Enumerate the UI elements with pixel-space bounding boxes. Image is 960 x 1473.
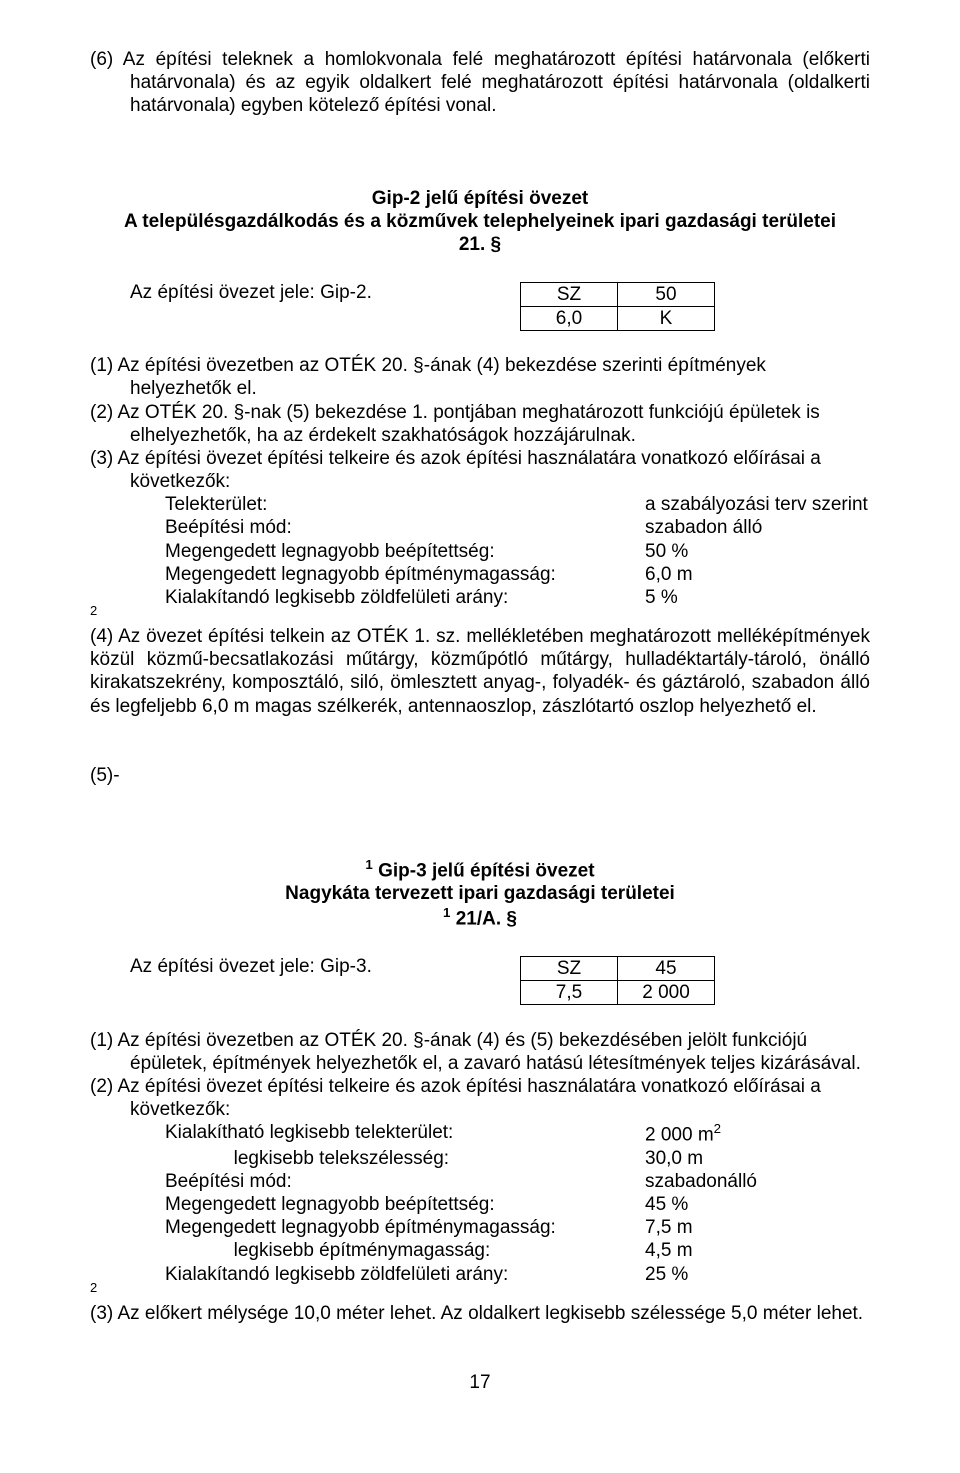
- kv-val: 6,0 m: [645, 563, 870, 586]
- kv-key: Megengedett legnagyobb építménymagasság:: [165, 563, 645, 586]
- kv-key: Telekterület:: [165, 493, 645, 516]
- gip3-cell-r1c2: 45: [618, 957, 715, 981]
- gip3-heading-line1: 1 Gip-3 jelű építési övezet: [90, 857, 870, 883]
- kv-row: Beépítési mód: szabadonálló: [165, 1170, 870, 1193]
- gip3-zone-label: Az építési övezet jele: Gip-3.: [130, 954, 510, 978]
- paragraph-6: (6) Az építési teleknek a homlokvonala f…: [90, 48, 870, 118]
- kv-row: Megengedett legnagyobb építménymagasság:…: [165, 1216, 870, 1239]
- kv-val: a szabályozási terv szerint: [645, 493, 870, 516]
- gip2-p1: (1) Az építési övezetben az OTÉK 20. §-á…: [90, 354, 870, 377]
- text: (2) Az OTÉK 20. §-nak (5) bekezdése 1.: [90, 402, 428, 423]
- table-row: 6,0 K: [521, 306, 715, 330]
- gip2-zone-label: Az építési övezet jele: Gip-2.: [130, 280, 510, 304]
- table-row: 7,5 2 000: [521, 981, 715, 1005]
- kv-val: szabadonálló: [645, 1170, 870, 1193]
- gip2-cell-r2c1: 6,0: [521, 306, 618, 330]
- kv-key: legkisebb építménymagasság:: [165, 1239, 645, 1262]
- text: Gip-3 jelű építési övezet: [373, 860, 595, 881]
- page-number: 17: [90, 1371, 870, 1394]
- text: 2 000 m: [645, 1125, 714, 1146]
- gip2-cell-r1c1: SZ: [521, 282, 618, 306]
- gip3-heading-line3: 1 21/A. §: [90, 905, 870, 931]
- gip3-p2-lead2: következők:: [90, 1098, 870, 1121]
- table-row: SZ 50: [521, 282, 715, 306]
- text: §-ának (4) bekezdése szerinti építmények: [408, 355, 766, 376]
- gip2-p2-cont: elhelyezhetők, ha az érdekelt szakhatósá…: [90, 424, 870, 447]
- gip3-p1: (1) Az építési övezetben az OTÉK 20. §-á…: [90, 1029, 870, 1052]
- kv-row: Kialakítható legkisebb telekterület: 2 0…: [165, 1121, 870, 1147]
- kv-row: Megengedett legnagyobb beépítettség: 45 …: [165, 1193, 870, 1216]
- kv-val: 30,0 m: [645, 1147, 870, 1170]
- gip3-kv-list: Kialakítható legkisebb telekterület: 2 0…: [90, 1121, 870, 1286]
- kv-val: 45 %: [645, 1193, 870, 1216]
- gip2-footnote-2: 2: [90, 603, 870, 619]
- gip3-footnote-2: 2: [90, 1280, 870, 1296]
- gip3-table: SZ 45 7,5 2 000: [520, 956, 715, 1005]
- kv-key: Megengedett legnagyobb építménymagasság:: [165, 1216, 645, 1239]
- kv-key: Megengedett legnagyobb beépítettség:: [165, 540, 645, 563]
- gip2-p4: (4) Az övezet építési telkein az OTÉK 1.…: [90, 625, 870, 718]
- gip3-cell-r1c1: SZ: [521, 957, 618, 981]
- kv-row: Beépítési mód: szabadon álló: [165, 516, 870, 539]
- gip2-p3-lead: (3) Az építési övezet építési telkeire é…: [90, 447, 870, 470]
- gip3-p3: (3) Az előkert mélysége 10,0 méter lehet…: [90, 1302, 870, 1325]
- kv-row: Megengedett legnagyobb építménymagasság:…: [165, 563, 870, 586]
- gip2-kv-list: Telekterület: a szabályozási terv szerin…: [90, 493, 870, 609]
- gip2-heading-line2: A településgazdálkodás és a közművek tel…: [90, 210, 870, 233]
- gip2-heading-line3: 21. §: [90, 233, 870, 256]
- document-page: (6) Az építési teleknek a homlokvonala f…: [0, 0, 960, 1450]
- gip2-p3-lead2: következők:: [90, 470, 870, 493]
- kv-row: legkisebb telekszélesség: 30,0 m: [165, 1147, 870, 1170]
- kv-row: Telekterület: a szabályozási terv szerin…: [165, 493, 870, 516]
- kv-val: szabadon álló: [645, 516, 870, 539]
- kv-val: 4,5 m: [645, 1239, 870, 1262]
- gip3-zone-row: Az építési övezet jele: Gip-3. SZ 45 7,5…: [90, 954, 870, 1005]
- gip2-p2: (2) Az OTÉK 20. §-nak (5) bekezdése 1. p…: [90, 401, 870, 424]
- kv-key: legkisebb telekszélesség:: [165, 1147, 645, 1170]
- gip2-p1-cont: helyezhetők el.: [90, 377, 870, 400]
- gip3-cell-r2c2: 2 000: [618, 981, 715, 1005]
- gip3-p1-cont: épületek, építmények helyezhetők el, a z…: [90, 1052, 870, 1075]
- gip2-table: SZ 50 6,0 K: [520, 282, 715, 331]
- kv-key: Beépítési mód:: [165, 1170, 645, 1193]
- gip3-heading-fn1: 1: [365, 857, 372, 872]
- kv-val: 50 %: [645, 540, 870, 563]
- gip2-cell-r2c2: K: [618, 306, 715, 330]
- text: pontjában meghatározott funkciójú épület…: [428, 402, 820, 423]
- text: 21/A. §: [450, 909, 517, 930]
- superscript-2: 2: [714, 1121, 721, 1136]
- gip3-p2-lead: (2) Az építési övezet építési telkeire é…: [90, 1075, 870, 1098]
- kv-key: Kialakítható legkisebb telekterület:: [165, 1121, 645, 1147]
- kv-key: Megengedett legnagyobb beépítettség:: [165, 1193, 645, 1216]
- kv-val: 7,5 m: [645, 1216, 870, 1239]
- kv-key: Beépítési mód:: [165, 516, 645, 539]
- table-row: SZ 45: [521, 957, 715, 981]
- kv-row: legkisebb építménymagasság: 4,5 m: [165, 1239, 870, 1262]
- gip2-cell-r1c2: 50: [618, 282, 715, 306]
- gip3-cell-r2c1: 7,5: [521, 981, 618, 1005]
- gip2-zone-row: Az építési övezet jele: Gip-2. SZ 50 6,0…: [90, 280, 870, 331]
- gip2-p5: (5)-: [90, 764, 870, 787]
- text: (1) Az építési övezetben az OTÉK 20.: [90, 355, 408, 376]
- kv-val: 2 000 m2: [645, 1121, 870, 1147]
- kv-row: Megengedett legnagyobb beépítettség: 50 …: [165, 540, 870, 563]
- gip2-heading-line1: Gip-2 jelű építési övezet: [90, 187, 870, 210]
- gip3-heading-line2: Nagykáta tervezett ipari gazdasági terül…: [90, 882, 870, 905]
